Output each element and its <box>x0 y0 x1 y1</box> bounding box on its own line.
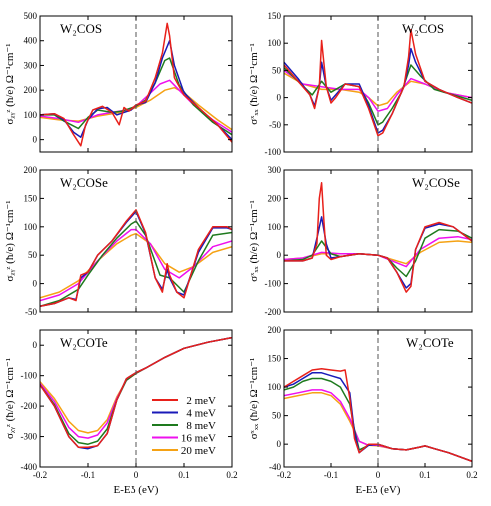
series-line-2-mev <box>284 28 472 137</box>
series-group <box>40 336 232 450</box>
panel-title: W₂COTe <box>60 335 108 350</box>
series-line-2-mev <box>40 209 232 308</box>
y-tick-label: -50 <box>269 120 281 130</box>
chart-panel-2: -100 -50 0 50 100 150 W₂COS σˣₓₓ (ħ/e) Ω⁻¹cm⁻¹ <box>248 11 473 157</box>
y-tick-label: -400 <box>21 462 38 472</box>
y-tick-label: -100 <box>265 279 282 289</box>
y-tick-label: 50 <box>28 250 38 260</box>
panel-title: W₂COSe <box>412 175 460 190</box>
y-tick-label: -200 <box>265 307 282 317</box>
y-tick-label: 100 <box>24 110 38 120</box>
y-tick-label: 0 <box>33 279 38 289</box>
series-group <box>284 182 472 293</box>
x-tick-label: 0.1 <box>419 470 430 480</box>
y-tick-label: 100 <box>268 222 282 232</box>
y-tick-label: -100 <box>265 147 282 157</box>
y-tick-label: 200 <box>24 165 38 175</box>
y-axis-label: σˣₓₓ (ħ/e) Ω⁻¹cm⁻¹ <box>248 358 260 440</box>
y-tick-label: 300 <box>268 165 282 175</box>
y-tick-label: 0 <box>277 439 282 449</box>
series-line-2-mev <box>284 368 472 463</box>
chart-panel-3: -50 0 50 100 150 200 W₂COSe σᵪᵧᶻ (ħ/e) Ω⁻¹cm⁻¹ <box>4 165 233 317</box>
x-axis-label: E-Eʖ (eV) <box>356 484 401 496</box>
x-tick-label: -0.1 <box>324 470 338 480</box>
y-tick-label: 150 <box>24 193 38 203</box>
x-tick-label: 0.2 <box>226 470 237 480</box>
panel-title: W₂COSe <box>60 175 108 190</box>
y-tick-label: 150 <box>268 11 282 21</box>
y-tick-label: 0 <box>33 135 38 145</box>
x-tick-label: 0 <box>134 470 139 480</box>
chart-panel-4: -200 -100 0 100 200 300 W₂COSe σˣₓₓ (ħ/e) Ω⁻¹cm… <box>248 165 473 317</box>
legend-label: 20 meV <box>181 445 216 457</box>
y-tick-label: 150 <box>268 354 282 364</box>
x-axis-label: E-Eʖ (eV) <box>114 484 159 496</box>
x-tick-label: 0 <box>376 470 381 480</box>
panel-title: W₂COTe <box>406 335 454 350</box>
legend-label: 8 meV <box>186 420 216 432</box>
x-tick-label: -0.1 <box>81 470 95 480</box>
y-tick-label: 200 <box>268 193 282 203</box>
y-tick-label: -300 <box>21 432 38 442</box>
x-tick-label: 0.1 <box>178 470 189 480</box>
x-tick-label: 0.2 <box>466 470 477 480</box>
y-tick-label: 0 <box>33 340 38 350</box>
series-line-2-mev <box>284 182 472 293</box>
y-tick-label: 200 <box>24 85 38 95</box>
y-tick-label: 0 <box>277 93 282 103</box>
y-tick-label: 500 <box>24 11 38 21</box>
y-tick-label: -200 <box>21 401 38 411</box>
y-tick-label: -40 <box>269 462 281 472</box>
x-tick-label: -0.2 <box>277 470 291 480</box>
panel-title: W₂COS <box>402 21 444 36</box>
chart-panel-5: -400 -300 -200 -100 0 -0.2 -0.1 0 0.1 0.2 W₂COTe σᵪ… <box>4 329 238 496</box>
y-tick-label: 100 <box>268 382 282 392</box>
chart-panel-1: 0 100 200 300 400 500 W₂COS σᵪᵧᶻ (ħ/e) Ω⁻¹cm⁻¹ <box>4 11 233 153</box>
y-tick-label: 200 <box>268 325 282 335</box>
series-line-16-mev <box>40 228 232 302</box>
chart-panel-6: -40 0 50 100 150 200 -0.2 -0.1 0 0.1 0.2 W₂COTe σˣₓₓ… <box>248 325 478 496</box>
series-line-2-mev <box>40 336 232 448</box>
y-tick-label: 100 <box>24 222 38 232</box>
y-tick-label: 50 <box>272 65 282 75</box>
y-axis-label: σˣₓₓ (ħ/e) Ω⁻¹cm⁻¹ <box>248 200 260 282</box>
y-tick-label: 0 <box>277 250 282 260</box>
series-line-16-mev <box>284 69 472 112</box>
y-axis-label: σᵪᵧᶻ (ħ/e) Ω⁻¹cm⁻¹ <box>4 358 16 439</box>
y-tick-label: 400 <box>24 36 38 46</box>
x-tick-label: -0.2 <box>33 470 47 480</box>
y-axis-label: σˣₓₓ (ħ/e) Ω⁻¹cm⁻¹ <box>248 43 260 125</box>
y-tick-label: 100 <box>268 38 282 48</box>
series-group <box>284 368 472 463</box>
legend-label: 2 meV <box>186 395 216 407</box>
y-axis-label: σᵪᵧᶻ (ħ/e) Ω⁻¹cm⁻¹ <box>4 200 16 281</box>
y-tick-label: 300 <box>24 60 38 70</box>
legend-label: 16 meV <box>181 433 216 445</box>
y-tick-label: 50 <box>272 411 282 421</box>
y-tick-label: -100 <box>21 371 38 381</box>
legend-label: 4 meV <box>186 408 216 420</box>
panel-title: W₂COS <box>60 21 102 36</box>
series-line-2-mev <box>40 22 232 147</box>
y-axis-label: σᵪᵧᶻ (ħ/e) Ω⁻¹cm⁻¹ <box>4 43 16 124</box>
y-tick-label: -50 <box>25 307 37 317</box>
